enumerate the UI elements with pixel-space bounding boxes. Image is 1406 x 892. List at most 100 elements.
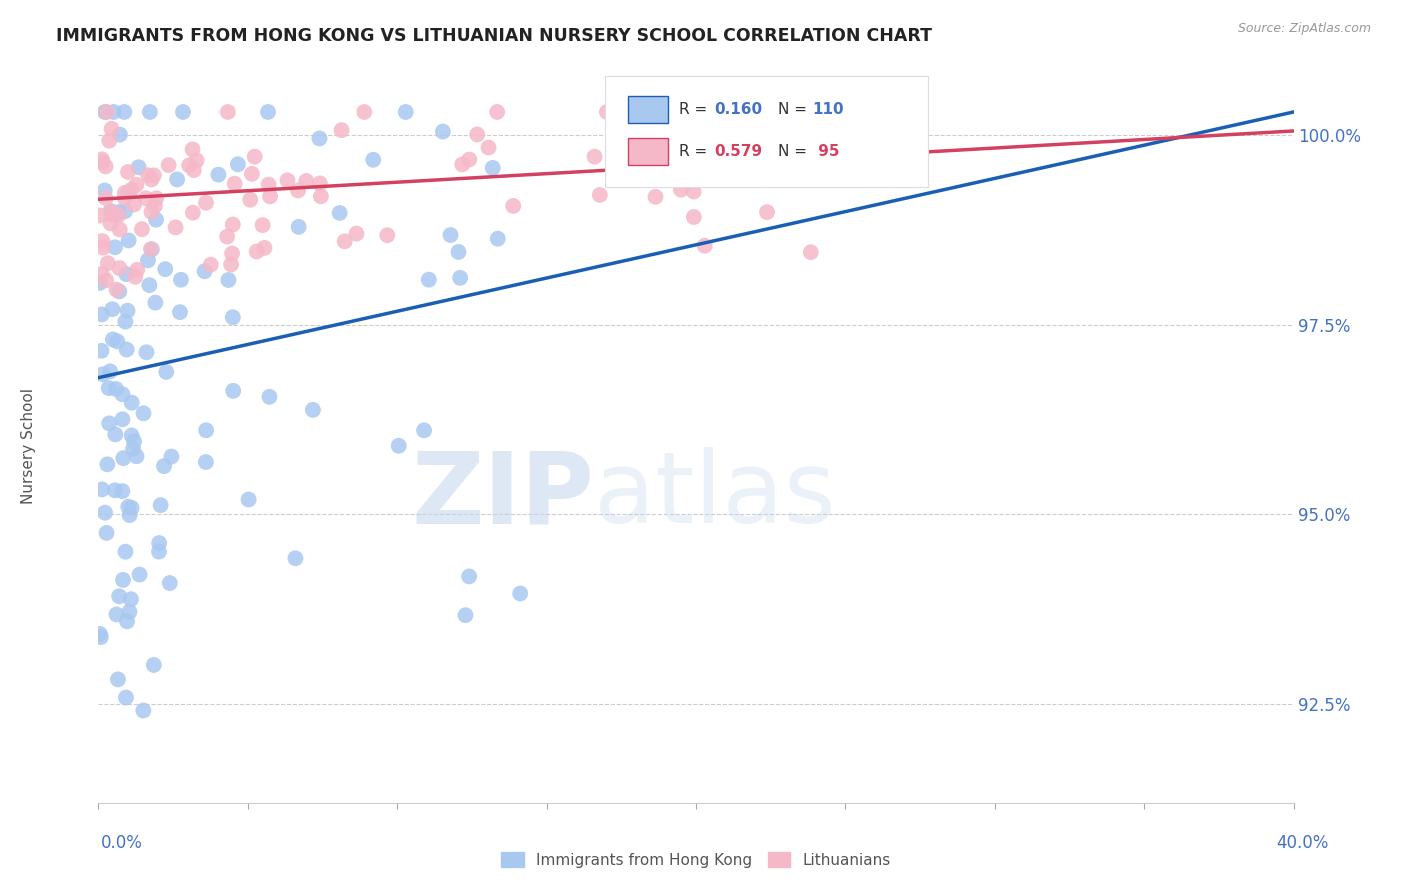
Point bbox=[329, 206, 352, 220]
Point bbox=[756, 205, 779, 219]
Point bbox=[800, 245, 823, 260]
Point bbox=[107, 208, 129, 222]
Point bbox=[145, 191, 167, 205]
Point bbox=[353, 105, 375, 120]
Point bbox=[125, 449, 148, 463]
Point bbox=[200, 258, 222, 272]
Point bbox=[89, 627, 111, 641]
Point bbox=[361, 153, 384, 167]
Text: N =: N = bbox=[778, 103, 811, 117]
Point bbox=[90, 343, 112, 358]
Point bbox=[139, 242, 162, 256]
Point bbox=[246, 244, 269, 259]
Point bbox=[165, 220, 187, 235]
Point bbox=[252, 218, 274, 232]
Point bbox=[644, 161, 666, 175]
Point bbox=[217, 105, 239, 120]
Point bbox=[194, 455, 217, 469]
Point bbox=[90, 630, 112, 644]
Text: 95: 95 bbox=[813, 145, 839, 159]
Point bbox=[115, 343, 138, 357]
Point bbox=[98, 417, 121, 431]
Point bbox=[114, 204, 136, 219]
Point bbox=[302, 403, 325, 417]
Point bbox=[120, 592, 142, 607]
Point bbox=[596, 105, 619, 120]
Point bbox=[121, 183, 143, 197]
Point bbox=[195, 423, 218, 437]
Point bbox=[276, 173, 298, 187]
Point bbox=[432, 125, 454, 139]
Point bbox=[449, 270, 471, 285]
Point bbox=[259, 189, 281, 203]
Point bbox=[375, 228, 398, 243]
Y-axis label: Nursery School: Nursery School bbox=[21, 388, 37, 504]
Point bbox=[640, 113, 662, 128]
Point bbox=[181, 205, 204, 219]
Point bbox=[138, 278, 160, 293]
Point bbox=[169, 305, 191, 319]
Point bbox=[682, 210, 704, 224]
Point bbox=[121, 500, 143, 515]
Point bbox=[136, 168, 159, 182]
Point bbox=[589, 188, 612, 202]
Point bbox=[141, 172, 163, 186]
Point bbox=[128, 161, 150, 175]
Text: 0.0%: 0.0% bbox=[101, 834, 143, 852]
Point bbox=[418, 273, 440, 287]
Point bbox=[111, 387, 134, 401]
Point bbox=[451, 157, 474, 171]
Point bbox=[166, 172, 188, 186]
Point bbox=[108, 205, 131, 219]
Point bbox=[583, 150, 606, 164]
Point bbox=[96, 525, 118, 540]
Point bbox=[91, 241, 114, 255]
Point bbox=[217, 229, 239, 244]
Point bbox=[447, 244, 470, 259]
Point bbox=[132, 406, 155, 420]
Point bbox=[219, 257, 242, 271]
Point bbox=[122, 197, 145, 211]
Point bbox=[118, 508, 141, 522]
Point bbox=[465, 128, 488, 142]
Point bbox=[222, 384, 245, 398]
Point bbox=[125, 178, 148, 192]
Point bbox=[94, 160, 117, 174]
Point bbox=[439, 227, 461, 242]
Point bbox=[179, 158, 201, 172]
Point bbox=[139, 105, 162, 120]
Point bbox=[136, 253, 159, 268]
Point bbox=[186, 153, 208, 168]
Point bbox=[121, 428, 143, 442]
Point bbox=[486, 105, 509, 120]
Point bbox=[135, 345, 157, 359]
Point bbox=[94, 191, 117, 205]
Point bbox=[97, 256, 120, 270]
Point bbox=[333, 235, 356, 249]
Point bbox=[91, 155, 114, 169]
Point bbox=[98, 134, 121, 148]
Point bbox=[90, 267, 112, 281]
Point bbox=[413, 423, 436, 437]
Point bbox=[145, 212, 167, 227]
Text: N =: N = bbox=[778, 145, 811, 159]
Point bbox=[112, 451, 135, 466]
Point bbox=[221, 246, 243, 260]
Point bbox=[181, 142, 204, 156]
Point bbox=[509, 586, 531, 600]
Point bbox=[104, 483, 127, 498]
Text: 40.0%: 40.0% bbox=[1277, 834, 1329, 852]
Point bbox=[153, 459, 176, 474]
Point bbox=[105, 283, 128, 297]
Point bbox=[98, 364, 121, 378]
Point bbox=[100, 204, 122, 219]
Point bbox=[395, 105, 418, 120]
Point bbox=[124, 269, 146, 284]
Point bbox=[346, 227, 368, 241]
Point bbox=[93, 184, 115, 198]
Text: 0.579: 0.579 bbox=[714, 145, 762, 159]
Point bbox=[295, 174, 318, 188]
Text: IMMIGRANTS FROM HONG KONG VS LITHUANIAN NURSERY SCHOOL CORRELATION CHART: IMMIGRANTS FROM HONG KONG VS LITHUANIAN … bbox=[56, 27, 932, 45]
Point bbox=[222, 218, 245, 232]
Point bbox=[97, 381, 120, 395]
